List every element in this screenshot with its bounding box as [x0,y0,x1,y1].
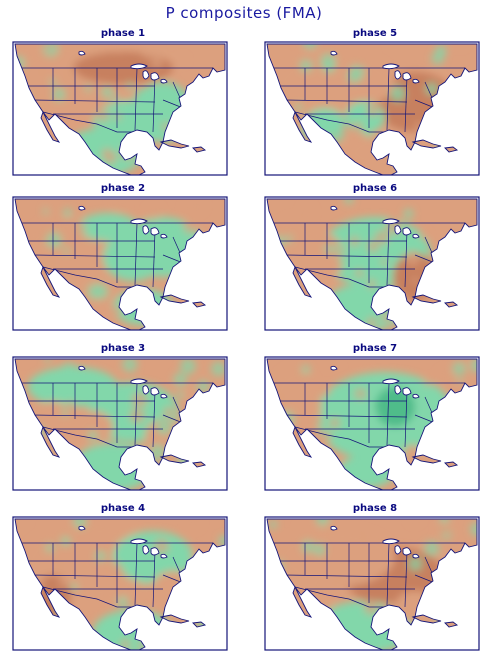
panel-title: phase 3 [100,343,146,354]
state-boundaries [267,222,465,288]
panel-title: phase 1 [100,28,146,39]
map-panel: phase 1 [12,28,234,177]
precipitation-map [12,196,228,331]
panel-title: phase 4 [100,503,146,514]
coastline [14,358,226,491]
state-boundaries [267,382,465,448]
state-boundaries [15,222,213,288]
map-panel: phase 2 [12,183,234,332]
precipitation-map [264,356,480,491]
coastline [14,198,226,331]
panel-title: phase 5 [352,28,398,39]
coastline [14,518,226,651]
panel-title: phase 6 [352,183,398,194]
state-boundaries [15,382,213,448]
map-panel: phase 7 [264,343,486,492]
panel-title: phase 7 [352,343,398,354]
precipitation-map [264,516,480,651]
precipitation-map [12,356,228,491]
coastline [266,358,478,491]
state-boundaries [267,67,465,133]
coastline [266,43,478,176]
panel-title: phase 2 [100,183,146,194]
state-boundaries [15,542,213,608]
state-boundaries [15,67,213,133]
panel-title: phase 8 [352,503,398,514]
precipitation-map [264,41,480,176]
page-title: P composites (FMA) [165,4,323,22]
map-panel: phase 8 [264,503,486,652]
precipitation-map [264,196,480,331]
coastline [266,518,478,651]
coastline [14,43,226,176]
precipitation-map [12,41,228,176]
map-panel: phase 4 [12,503,234,652]
map-panel: phase 3 [12,343,234,492]
map-panel: phase 6 [264,183,486,332]
state-boundaries [267,542,465,608]
precipitation-map [12,516,228,651]
coastline [266,198,478,331]
map-panel: phase 5 [264,28,486,177]
